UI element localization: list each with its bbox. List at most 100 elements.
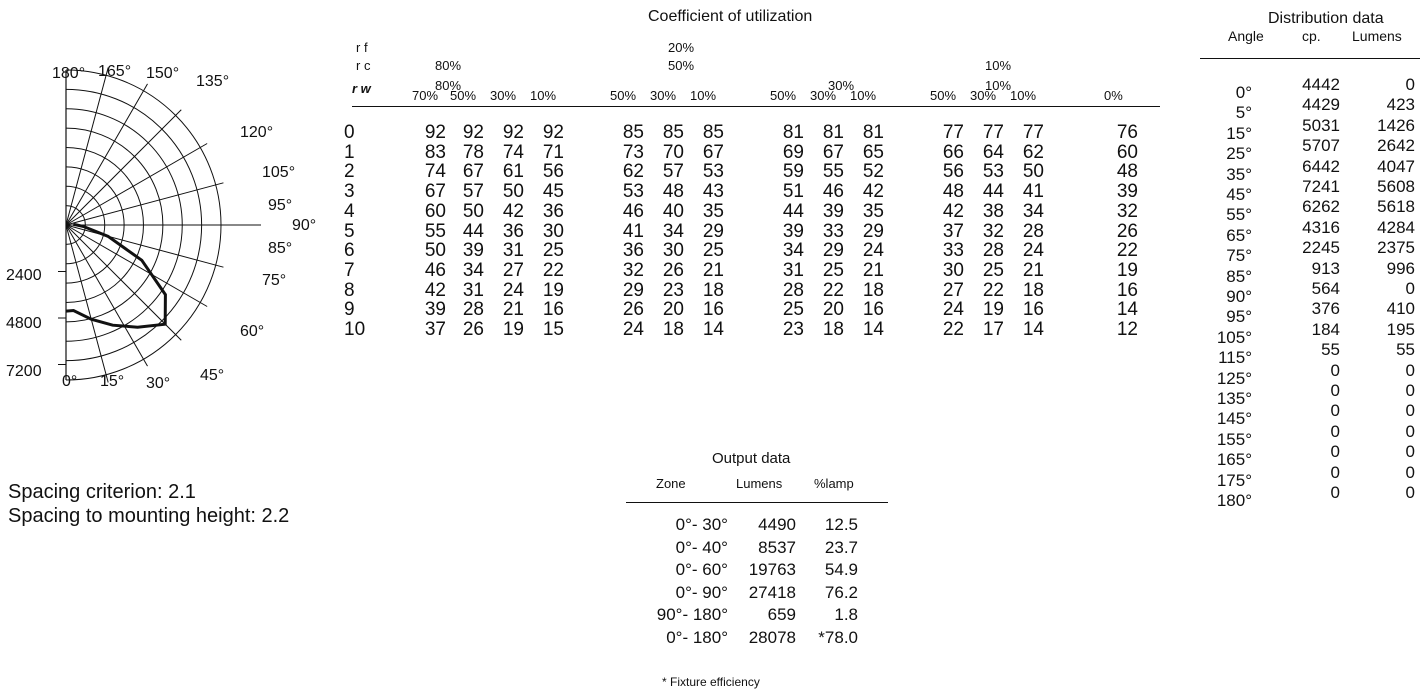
cu-value: 67 [424, 181, 446, 203]
cu-value: 25 [982, 259, 1004, 281]
room-cavity-ratio: 1 [344, 141, 355, 163]
cu-value: 92 [502, 122, 524, 143]
cu-value: 24 [502, 279, 524, 301]
cu-value: 34 [462, 259, 484, 281]
cu-value: 42 [862, 181, 884, 203]
output-lumens: 27418 [748, 582, 796, 602]
cu-value: 16 [1022, 299, 1044, 321]
angle-label-120: 120° [240, 124, 273, 141]
distribution-cp: 6442 [1302, 156, 1340, 176]
cu-value: 59 [782, 161, 804, 183]
output-zone: 0°- 60° [675, 560, 728, 579]
cu-value: 42 [424, 279, 446, 301]
distribution-cp: 0 [1330, 381, 1340, 400]
cu-value: 36 [622, 240, 644, 262]
cu-value: 18 [702, 279, 724, 301]
cu-value: 16 [862, 299, 884, 321]
cu-value: 62 [622, 161, 644, 183]
cu-value: 32 [982, 220, 1004, 242]
angle-label-165: 165° [98, 63, 131, 80]
cu-value: 52 [862, 161, 884, 183]
cu-value: 14 [862, 319, 884, 340]
cu-value: 24 [862, 240, 884, 262]
polar-spoke [65, 83, 148, 226]
cu-value: 18 [1022, 279, 1044, 301]
output-header-rule [626, 502, 888, 503]
output-lumens: 8537 [758, 537, 796, 557]
cu-value: 53 [982, 161, 1004, 183]
distribution-angle: 95° [1226, 307, 1252, 327]
output-lumens: 659 [767, 605, 796, 624]
cu-value: 67 [462, 161, 484, 183]
cu-value: 46 [622, 200, 644, 222]
cu-value: 85 [702, 122, 724, 143]
cu-value: 26 [462, 319, 484, 340]
distribution-angle: 135° [1216, 389, 1252, 408]
polar-spoke [65, 67, 109, 226]
distribution-lumens: 5618 [1377, 197, 1415, 217]
distribution-lumens: 4284 [1377, 217, 1415, 237]
rw-value: 10% [690, 88, 717, 103]
cu-value: 18 [862, 279, 884, 301]
output-lumens: 19763 [748, 560, 796, 579]
distribution-cp: 4429 [1302, 95, 1340, 115]
angle-label-150: 150° [146, 65, 179, 82]
polar-angle-labels: 180° 165° 150° 135° 120° 105° 95° 90° 85… [6, 63, 316, 392]
distribution-angle: 85° [1226, 266, 1252, 286]
rw-value: 30% [970, 88, 997, 103]
distribution-angle: 65° [1226, 225, 1252, 245]
distribution-header-lumens: Lumens [1352, 28, 1402, 44]
cu-value: 28 [782, 279, 804, 301]
cu-value: 44 [462, 220, 484, 242]
distribution-cp: 376 [1311, 299, 1340, 319]
cu-value: 34 [782, 240, 804, 262]
polar-spoke [65, 224, 182, 341]
distribution-lumens: 2642 [1377, 136, 1415, 156]
cu-value: 77 [982, 122, 1004, 143]
angle-label-90: 90° [292, 217, 316, 234]
cu-value: 14 [1116, 299, 1138, 321]
cu-value: 48 [942, 181, 964, 203]
distribution-cp: 5707 [1302, 136, 1340, 156]
cu-value: 81 [862, 122, 884, 143]
output-header-zone: Zone [656, 476, 686, 491]
room-cavity-ratio: 2 [344, 161, 355, 183]
cu-value: 67 [702, 141, 724, 163]
output-header-lumens: Lumens [736, 476, 783, 491]
cu-value: 69 [782, 141, 804, 163]
cu-value: 30 [942, 259, 964, 281]
distribution-cp: 5031 [1302, 115, 1340, 135]
output-lumens: 28078 [748, 627, 796, 647]
cu-value: 53 [622, 181, 644, 203]
cu-value: 20 [662, 299, 684, 321]
rc-30: 30% [828, 78, 855, 93]
output-lumens: 4490 [758, 515, 796, 534]
distribution-lumens: 410 [1386, 299, 1415, 319]
distribution-angle: 0° [1235, 83, 1252, 102]
distribution-header-cp: cp. [1302, 28, 1321, 44]
cu-value: 42 [502, 200, 524, 222]
room-cavity-ratio: 0 [344, 122, 355, 143]
cu-value: 56 [542, 161, 564, 183]
distribution-title: Distribution data [1268, 10, 1384, 27]
room-cavity-ratio: 10 [344, 319, 366, 340]
cu-value: 31 [462, 279, 484, 301]
cu-value: 33 [942, 240, 964, 262]
distribution-cp: 4442 [1302, 75, 1340, 94]
rw-value: 10% [850, 88, 877, 103]
angle-label-95: 95° [268, 197, 292, 214]
distribution-lumens: 0 [1405, 360, 1415, 380]
cu-value: 26 [1116, 220, 1138, 242]
cu-value: 30 [542, 220, 564, 242]
output-header-lamp: %lamp [814, 476, 854, 491]
cu-value: 31 [782, 259, 804, 281]
output-lamp-percent: *78.0 [818, 627, 858, 647]
cu-value: 36 [502, 220, 524, 242]
distribution-header-angle: Angle [1228, 28, 1264, 44]
room-cavity-ratio: 3 [344, 181, 355, 203]
cu-value: 73 [622, 141, 644, 163]
cu-value: 85 [662, 122, 684, 143]
cu-value: 26 [662, 259, 684, 281]
cu-value: 29 [622, 279, 644, 301]
cu-value: 65 [862, 141, 884, 163]
